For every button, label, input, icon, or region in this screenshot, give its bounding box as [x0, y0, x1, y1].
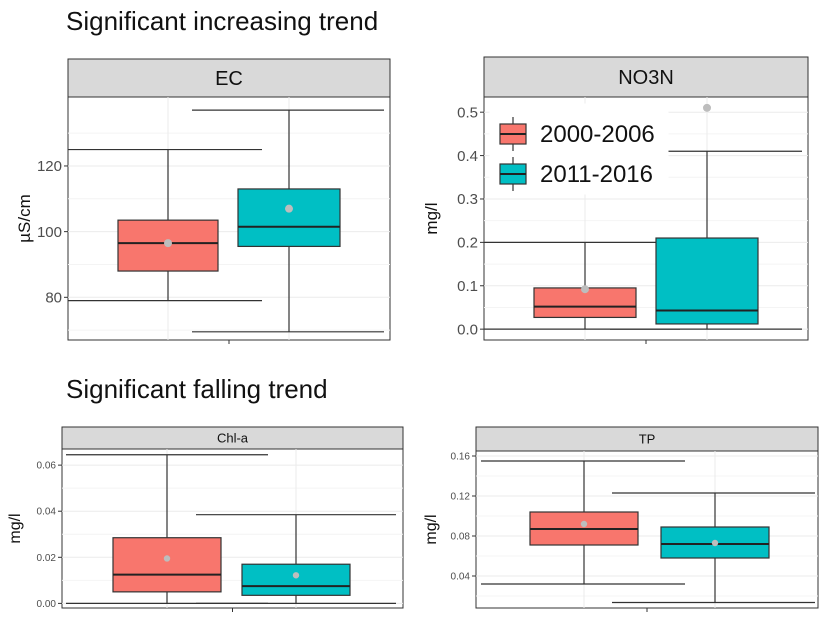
legend: 2000-2006 2011-2016 [489, 103, 669, 195]
mean-point [580, 520, 588, 528]
panel-tp: TP 0.04 0.08 0.12 0.16 mg/l [423, 426, 819, 612]
y-tick-label: 120 [37, 158, 62, 175]
panel-ec: EC 80 100 120 µS/cm [15, 58, 391, 344]
mean-point [711, 539, 719, 547]
mean-point [285, 204, 293, 213]
y-tick-label: 0.02 [37, 553, 57, 564]
facet-title: Chl-a [217, 431, 249, 446]
mean-point [581, 285, 589, 294]
facet-title: NO3N [618, 67, 674, 89]
facet-title: EC [215, 68, 243, 90]
panel-chl-a: Chl-a 0.00 0.02 0.04 0.06 mg/l [7, 426, 404, 612]
panel-no3n: NO3N 0.0 0.1 0.2 0.3 0.4 0.5 mg/l [422, 56, 809, 344]
y-tick-label: 0.08 [451, 532, 471, 543]
y-axis-label: µS/cm [15, 194, 34, 243]
box-2000-2006 [481, 460, 685, 585]
y-tick-label: 0.5 [457, 104, 478, 121]
y-axis-label: mg/l [422, 202, 441, 234]
facet-title: TP [639, 432, 656, 447]
box-2000-2006 [66, 454, 268, 604]
y-axis-label: mg/l [7, 513, 24, 543]
facet-strip [67, 58, 391, 98]
interquartile-box [112, 537, 222, 593]
facet-strip [61, 426, 404, 450]
box-2011-2016 [192, 109, 384, 333]
mean-point [164, 239, 172, 248]
y-tick-label: 0.0 [457, 321, 478, 338]
box-2011-2016 [610, 103, 802, 330]
y-tick-label: 0.16 [451, 452, 471, 463]
y-tick-label: 0.00 [37, 599, 57, 610]
increasing-trend-title: Significant increasing trend [66, 6, 379, 36]
y-tick-label: 0.4 [457, 148, 478, 165]
interquartile-box [241, 563, 351, 596]
y-tick-label: 0.04 [37, 507, 57, 518]
legend-entry: 2011-2016 [499, 157, 653, 191]
y-tick-label: 0.1 [457, 278, 478, 295]
legend-label: 2000-2006 [540, 121, 655, 148]
y-tick-label: 100 [37, 224, 62, 241]
mean-point [703, 103, 711, 112]
legend-entry: 2000-2006 [499, 117, 655, 151]
box-2000-2006 [68, 148, 262, 302]
mean-point [292, 572, 300, 579]
box-2000-2006 [484, 241, 680, 330]
y-tick-label: 0.06 [37, 461, 57, 472]
y-tick-label: 0.2 [457, 235, 478, 252]
box-2011-2016 [612, 492, 815, 604]
y-tick-label: 0.04 [451, 572, 471, 583]
facet-strip [483, 56, 809, 98]
y-tick-label: 0.12 [451, 492, 471, 503]
legend-label: 2011-2016 [540, 161, 653, 188]
falling-trend-title: Significant falling trend [66, 374, 328, 404]
facet-strip [475, 426, 819, 452]
y-tick-label: 80 [45, 290, 62, 307]
box-2011-2016 [196, 514, 396, 604]
y-tick-label: 0.3 [457, 191, 478, 208]
mean-point [163, 555, 171, 562]
interquartile-box [237, 188, 341, 248]
y-axis-label: mg/l [423, 514, 440, 544]
